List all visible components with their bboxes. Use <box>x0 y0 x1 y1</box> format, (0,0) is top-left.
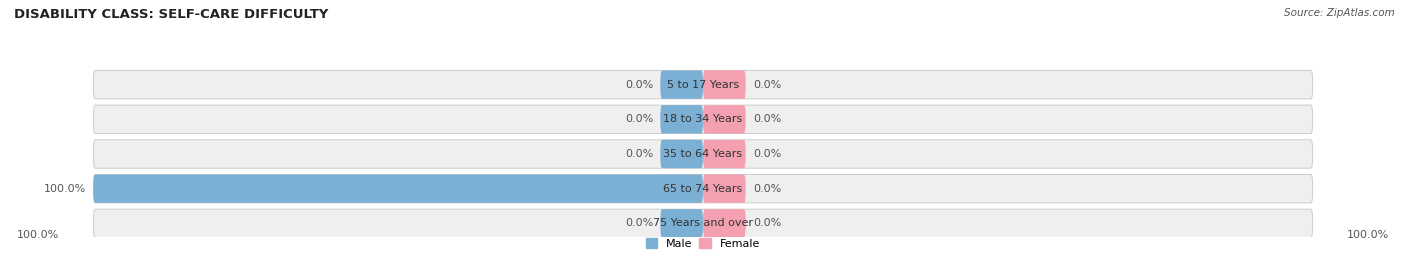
FancyBboxPatch shape <box>661 70 703 99</box>
Text: 0.0%: 0.0% <box>624 80 652 90</box>
Text: 65 to 74 Years: 65 to 74 Years <box>664 184 742 194</box>
FancyBboxPatch shape <box>703 175 745 203</box>
FancyBboxPatch shape <box>703 209 745 238</box>
Text: 5 to 17 Years: 5 to 17 Years <box>666 80 740 90</box>
Text: 0.0%: 0.0% <box>624 149 652 159</box>
Text: 100.0%: 100.0% <box>1347 230 1389 240</box>
FancyBboxPatch shape <box>661 105 703 133</box>
FancyBboxPatch shape <box>703 70 745 99</box>
Text: Source: ZipAtlas.com: Source: ZipAtlas.com <box>1284 8 1395 18</box>
FancyBboxPatch shape <box>93 70 1313 99</box>
FancyBboxPatch shape <box>661 209 703 238</box>
FancyBboxPatch shape <box>703 105 745 133</box>
Text: 0.0%: 0.0% <box>624 218 652 228</box>
Text: 0.0%: 0.0% <box>754 149 782 159</box>
Text: 100.0%: 100.0% <box>17 230 59 240</box>
FancyBboxPatch shape <box>93 175 1313 203</box>
FancyBboxPatch shape <box>93 105 1313 133</box>
Text: 0.0%: 0.0% <box>754 184 782 194</box>
Text: DISABILITY CLASS: SELF-CARE DIFFICULTY: DISABILITY CLASS: SELF-CARE DIFFICULTY <box>14 8 329 21</box>
Text: 18 to 34 Years: 18 to 34 Years <box>664 114 742 124</box>
Text: 0.0%: 0.0% <box>624 114 652 124</box>
Text: 0.0%: 0.0% <box>754 114 782 124</box>
Text: 100.0%: 100.0% <box>44 184 86 194</box>
FancyBboxPatch shape <box>93 175 703 203</box>
FancyBboxPatch shape <box>703 140 745 168</box>
FancyBboxPatch shape <box>661 140 703 168</box>
FancyBboxPatch shape <box>93 140 1313 168</box>
Text: 35 to 64 Years: 35 to 64 Years <box>664 149 742 159</box>
Text: 75 Years and over: 75 Years and over <box>652 218 754 228</box>
Legend: Male, Female: Male, Female <box>647 238 759 249</box>
FancyBboxPatch shape <box>93 209 1313 238</box>
Text: 0.0%: 0.0% <box>754 218 782 228</box>
Text: 0.0%: 0.0% <box>754 80 782 90</box>
